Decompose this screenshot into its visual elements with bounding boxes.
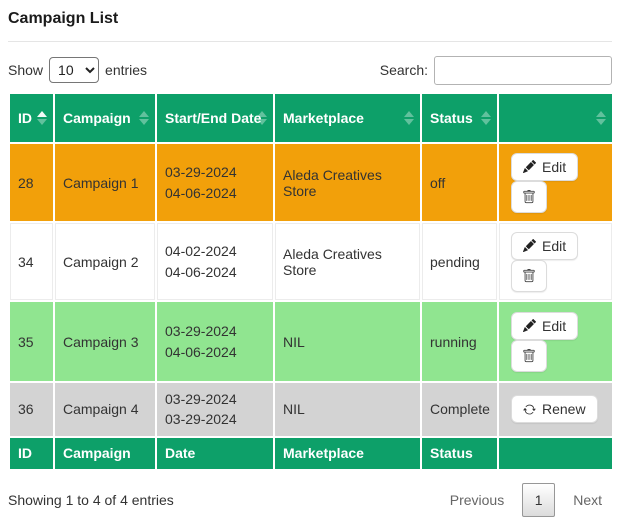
trash-icon xyxy=(522,189,536,204)
cell-status: pending xyxy=(420,221,499,302)
edit-button-label: Edit xyxy=(542,317,567,334)
footer-column-status: Status xyxy=(420,435,499,471)
column-header-id-label: ID xyxy=(18,110,32,126)
pencil-icon xyxy=(523,160,536,173)
cell-campaign: Campaign 1 xyxy=(53,142,157,223)
start-date: 03-29-2024 xyxy=(165,164,237,181)
edit-button[interactable]: Edit xyxy=(511,152,579,181)
cell-status: Complete xyxy=(420,381,499,438)
delete-button[interactable] xyxy=(511,339,547,372)
cell-dates: 03-29-2024 04-06-2024 xyxy=(155,300,275,383)
trash-icon xyxy=(522,268,536,283)
cell-campaign: Campaign 4 xyxy=(53,381,157,438)
cell-id: 35 xyxy=(8,300,55,383)
end-date: 04-06-2024 xyxy=(165,263,237,280)
pagination-page-1[interactable]: 1 xyxy=(522,482,556,517)
renew-button[interactable]: Renew xyxy=(511,395,598,424)
footer-column-actions xyxy=(497,435,614,471)
delete-button[interactable] xyxy=(511,259,547,292)
cell-marketplace: Aleda Creatives Store xyxy=(273,142,422,223)
pagination-previous[interactable]: Previous xyxy=(449,491,505,508)
column-header-campaign[interactable]: Campaign xyxy=(53,92,157,144)
start-date: 04-02-2024 xyxy=(165,243,237,260)
pencil-icon xyxy=(523,319,536,332)
edit-button[interactable]: Edit xyxy=(511,231,579,260)
footer-column-date: Date xyxy=(155,435,275,471)
cell-marketplace: Aleda Creatives Store xyxy=(273,221,422,302)
header-row: ID Campaign Start/End Date Marketplace S… xyxy=(8,92,614,144)
table-row-campaign-4: 36 Campaign 4 03-29-2024 03-29-2024 NIL … xyxy=(8,381,614,438)
column-header-id[interactable]: ID xyxy=(8,92,55,144)
sort-arrows-icon xyxy=(257,111,267,125)
end-date: 04-06-2024 xyxy=(165,343,237,360)
cell-dates: 03-29-2024 03-29-2024 xyxy=(155,381,275,438)
trash-icon xyxy=(522,348,536,363)
edit-button[interactable]: Edit xyxy=(511,311,579,340)
sort-arrows-icon xyxy=(596,111,606,125)
search-label: Search: xyxy=(379,62,428,78)
cell-marketplace: NIL xyxy=(273,381,422,438)
end-date: 04-06-2024 xyxy=(165,184,237,201)
table-info: Showing 1 to 4 of 4 entries xyxy=(8,491,174,508)
page-title: Campaign List xyxy=(8,8,612,42)
column-header-marketplace-label: Marketplace xyxy=(283,110,364,126)
edit-button-label: Edit xyxy=(542,237,567,254)
column-header-date[interactable]: Start/End Date xyxy=(155,92,275,144)
table-header: ID Campaign Start/End Date Marketplace S… xyxy=(8,92,614,144)
cell-id: 36 xyxy=(8,381,55,438)
column-header-status-label: Status xyxy=(430,110,473,126)
column-header-campaign-label: Campaign xyxy=(63,110,131,126)
pagination-next[interactable]: Next xyxy=(573,491,602,508)
cell-dates: 03-29-2024 04-06-2024 xyxy=(155,142,275,223)
cell-status: running xyxy=(420,300,499,383)
footer-column-marketplace: Marketplace xyxy=(273,435,422,471)
cell-id: 28 xyxy=(8,142,55,223)
cell-actions: Renew xyxy=(497,381,614,438)
table-row-campaign-1: 28 Campaign 1 03-29-2024 04-06-2024 Aled… xyxy=(8,142,614,223)
cell-campaign: Campaign 3 xyxy=(53,300,157,383)
sort-arrows-icon xyxy=(404,111,414,125)
start-date: 03-29-2024 xyxy=(165,323,237,340)
column-header-date-label: Start/End Date xyxy=(165,110,262,126)
pencil-icon xyxy=(523,239,536,252)
cell-marketplace: NIL xyxy=(273,300,422,383)
campaign-table: ID Campaign Start/End Date Marketplace S… xyxy=(8,92,614,471)
table-row-campaign-2: 34 Campaign 2 04-02-2024 04-06-2024 Aled… xyxy=(8,221,614,302)
table-info-bar: Showing 1 to 4 of 4 entries Previous 1 N… xyxy=(8,482,612,517)
footer-column-campaign: Campaign xyxy=(53,435,157,471)
entries-label: entries xyxy=(105,62,148,78)
delete-button[interactable] xyxy=(511,180,547,213)
cell-campaign: Campaign 2 xyxy=(53,221,157,302)
sort-arrows-icon xyxy=(481,111,491,125)
refresh-icon xyxy=(523,403,536,416)
show-label: Show xyxy=(8,62,44,78)
page-length-control: Show 10 entries xyxy=(8,57,147,83)
table-row-campaign-3: 35 Campaign 3 03-29-2024 04-06-2024 NIL … xyxy=(8,300,614,383)
search-input[interactable] xyxy=(434,55,612,85)
renew-button-label: Renew xyxy=(542,401,586,418)
end-date: 03-29-2024 xyxy=(165,411,237,428)
cell-actions: Edit xyxy=(497,300,614,383)
cell-actions: Edit xyxy=(497,142,614,223)
sort-arrows-icon xyxy=(37,111,47,125)
column-header-status[interactable]: Status xyxy=(420,92,499,144)
table-controls: Show 10 entries Search: xyxy=(8,55,612,85)
start-date: 03-29-2024 xyxy=(165,391,237,407)
edit-button-label: Edit xyxy=(542,158,567,175)
cell-dates: 04-02-2024 04-06-2024 xyxy=(155,221,275,302)
cell-status: off xyxy=(420,142,499,223)
pagination: Previous 1 Next xyxy=(440,482,612,517)
search-control: Search: xyxy=(379,55,612,85)
column-header-actions[interactable] xyxy=(497,92,614,144)
table-footer: ID Campaign Date Marketplace Status xyxy=(8,435,614,471)
footer-column-id: ID xyxy=(8,435,55,471)
sort-arrows-icon xyxy=(139,111,149,125)
cell-actions: Edit xyxy=(497,221,614,302)
column-header-marketplace[interactable]: Marketplace xyxy=(273,92,422,144)
page-length-select[interactable]: 10 xyxy=(49,57,100,83)
cell-id: 34 xyxy=(8,221,55,302)
table-body: 28 Campaign 1 03-29-2024 04-06-2024 Aled… xyxy=(8,142,614,438)
footer-header-row: ID Campaign Date Marketplace Status xyxy=(8,435,614,471)
